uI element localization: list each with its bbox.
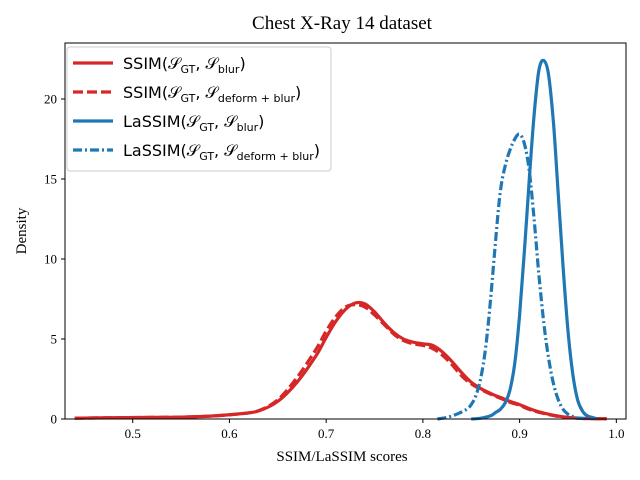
- x-tick-label: 1.0: [608, 426, 624, 441]
- legend: SSIM(𝒮GT, 𝒮blur) SSIM(𝒮GT, 𝒮deform + blur…: [66, 46, 332, 172]
- y-axis-label: Density: [14, 207, 30, 254]
- y-axis-ticks: 0 5 10 15 20: [44, 92, 65, 427]
- series-line-2: [74, 303, 607, 421]
- chart-title: Chest X-Ray 14 dataset: [252, 13, 433, 34]
- y-tick-label: 0: [51, 412, 58, 427]
- y-tick-label: 5: [51, 332, 58, 347]
- y-tick-label: 20: [44, 92, 57, 107]
- x-axis-label: SSIM/LaSSIM scores: [276, 449, 407, 465]
- x-tick-label: 0.7: [318, 426, 335, 441]
- legend-label-3: LaSSIM(𝒮GT, 𝒮blur): [123, 112, 264, 134]
- plot-lines: [74, 58, 607, 421]
- series-line-1: [74, 300, 607, 421]
- legend-label-1: SSIM(𝒮GT, 𝒮blur): [123, 54, 246, 76]
- legend-label-4: LaSSIM(𝒮GT, 𝒮deform + blur): [123, 141, 320, 163]
- x-axis-ticks: 0.5 0.6 0.7 0.8 0.9 1.0: [125, 419, 624, 441]
- x-tick-label: 0.9: [511, 426, 527, 441]
- x-tick-label: 0.6: [221, 426, 238, 441]
- series-line-4: [437, 132, 588, 421]
- series-line-3: [471, 58, 598, 421]
- y-tick-label: 15: [44, 172, 57, 187]
- legend-label-2: SSIM(𝒮GT, 𝒮deform + blur): [123, 83, 301, 105]
- x-tick-label: 0.5: [125, 426, 141, 441]
- legend-box: [66, 46, 332, 172]
- plot-frame: [64, 42, 627, 420]
- y-tick-label: 10: [44, 252, 57, 267]
- x-tick-label: 0.8: [415, 426, 431, 441]
